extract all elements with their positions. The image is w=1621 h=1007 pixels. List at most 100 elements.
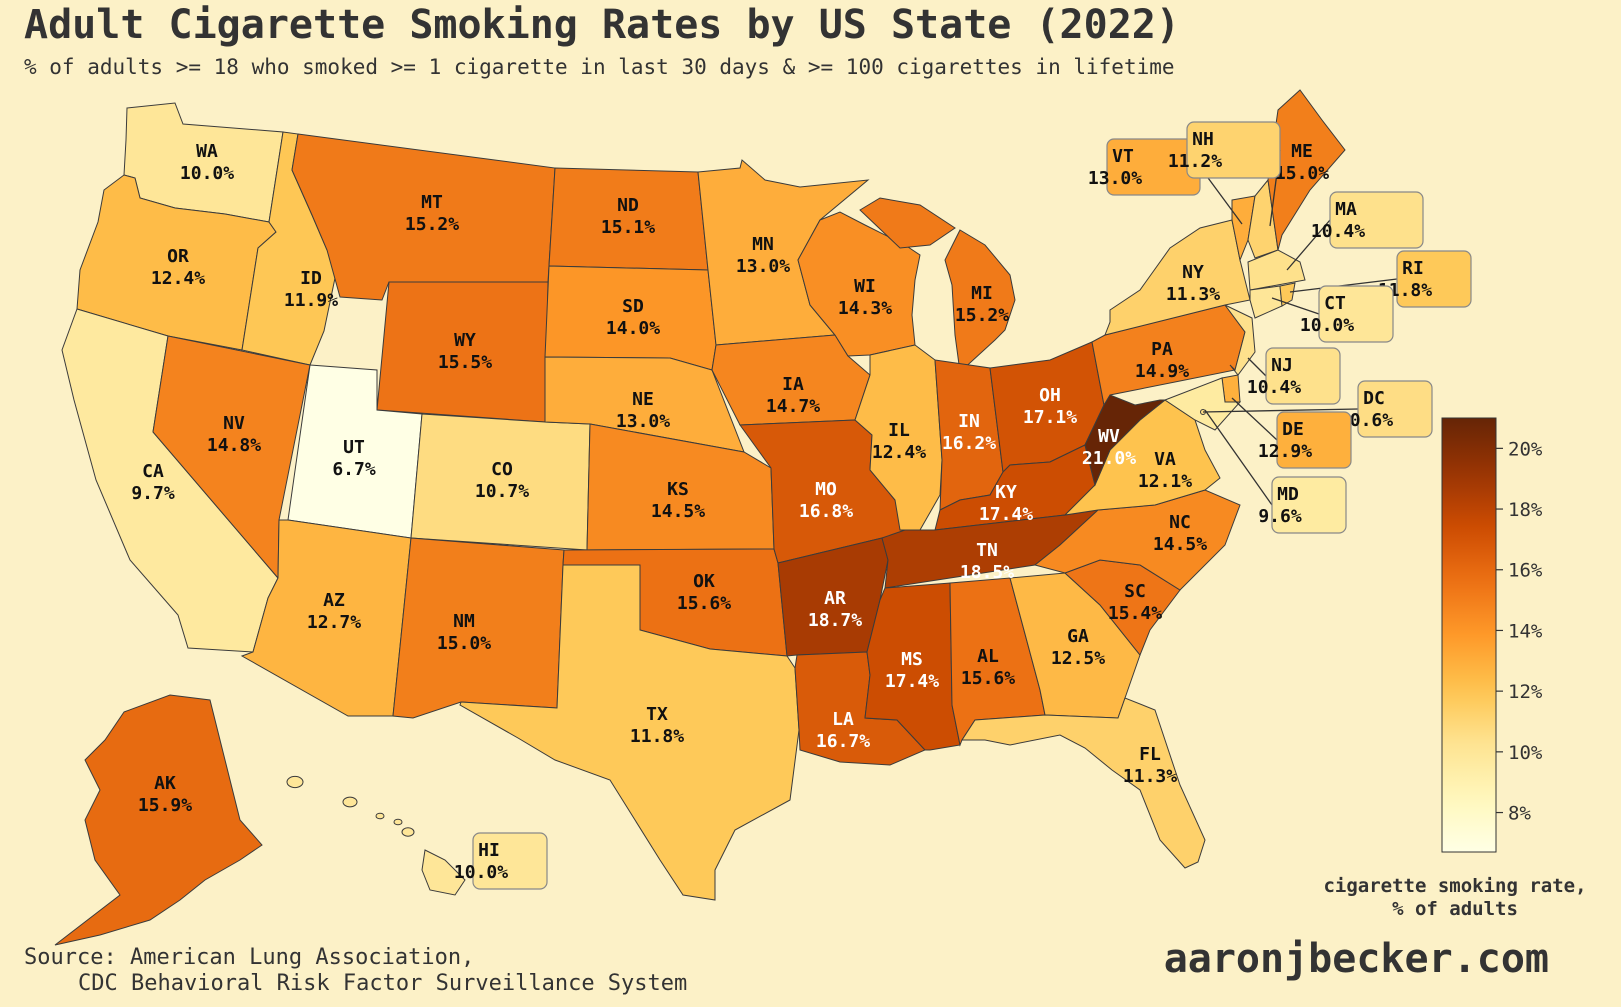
callout-box-nh bbox=[1186, 121, 1281, 179]
callout-box-dc bbox=[1357, 380, 1433, 438]
state-rate-ny: 11.3% bbox=[1166, 284, 1220, 305]
state-rate-tx: 11.8% bbox=[630, 726, 684, 747]
leader-line-md bbox=[1204, 409, 1273, 506]
state-rate-ma: 10.4% bbox=[1311, 221, 1365, 242]
state-rate-va: 12.1% bbox=[1138, 471, 1192, 492]
state-abbr-ga: GA bbox=[1067, 626, 1089, 647]
state-rate-mn: 13.0% bbox=[736, 256, 790, 277]
colorbar-tick-label: 8% bbox=[1508, 803, 1531, 825]
state-rate-md: 9.6% bbox=[1258, 506, 1302, 527]
state-abbr-ri: RI bbox=[1402, 258, 1424, 279]
state-abbr-ct: CT bbox=[1324, 293, 1346, 314]
state-abbr-ok: OK bbox=[693, 571, 715, 592]
state-rate-wi: 14.3% bbox=[838, 298, 892, 319]
state-shape-hi-island-2 bbox=[342, 796, 358, 808]
state-shape-nm bbox=[392, 537, 565, 719]
state-rate-ia: 14.7% bbox=[766, 396, 820, 417]
state-rate-mt: 15.2% bbox=[405, 214, 459, 235]
state-rate-ky: 17.4% bbox=[979, 504, 1033, 525]
state-abbr-ne: NE bbox=[632, 389, 654, 410]
state-abbr-ar: AR bbox=[824, 588, 846, 609]
state-rate-ok: 15.6% bbox=[677, 593, 731, 614]
state-shape-tx bbox=[459, 564, 800, 901]
state-rate-dc: 10.6% bbox=[1339, 410, 1393, 431]
state-abbr-in: IN bbox=[958, 411, 980, 432]
state-rate-nj: 10.4% bbox=[1247, 377, 1301, 398]
state-rate-ks: 14.5% bbox=[651, 501, 705, 522]
state-shape-ma bbox=[1247, 249, 1306, 291]
colorbar-tick-label: 16% bbox=[1508, 560, 1543, 582]
state-abbr-il: IL bbox=[888, 420, 910, 441]
state-abbr-de: DE bbox=[1282, 419, 1304, 440]
state-abbr-nv: NV bbox=[223, 413, 245, 434]
state-rate-hi: 10.0% bbox=[454, 862, 508, 883]
state-rate-fl: 11.3% bbox=[1123, 766, 1177, 787]
state-abbr-tx: TX bbox=[646, 704, 668, 725]
state-rate-mo: 16.8% bbox=[799, 501, 853, 522]
state-abbr-ia: IA bbox=[782, 374, 804, 395]
state-abbr-sd: SD bbox=[622, 296, 644, 317]
state-abbr-nd: ND bbox=[617, 195, 639, 216]
state-rate-in: 16.2% bbox=[942, 433, 996, 454]
state-rate-nc: 14.5% bbox=[1153, 534, 1207, 555]
colorbar-tick-label: 18% bbox=[1508, 499, 1543, 521]
state-shapes bbox=[54, 89, 1346, 946]
state-abbr-mt: MT bbox=[421, 192, 443, 213]
leader-line-nj bbox=[1247, 357, 1267, 377]
colorbar-tick-label: 20% bbox=[1508, 438, 1543, 460]
state-rate-ar: 18.7% bbox=[808, 610, 862, 631]
callout-box-de bbox=[1276, 411, 1352, 469]
colorbar-label: cigarette smoking rate, % of adults bbox=[1300, 875, 1610, 921]
state-abbr-dc: DC bbox=[1363, 388, 1385, 409]
state-shape-fl bbox=[961, 697, 1206, 869]
state-shape-hi-island-5 bbox=[401, 827, 415, 837]
state-shape-hi-island-4 bbox=[393, 818, 403, 826]
state-rate-al: 15.6% bbox=[961, 668, 1015, 689]
chart-subtitle: % of adults >= 18 who smoked >= 1 cigare… bbox=[24, 55, 1175, 79]
state-abbr-md: MD bbox=[1277, 484, 1299, 505]
state-rate-oh: 17.1% bbox=[1023, 407, 1077, 428]
colorbar-tick-label: 12% bbox=[1508, 681, 1543, 703]
state-abbr-wi: WI bbox=[854, 276, 876, 297]
state-rate-sc: 15.4% bbox=[1108, 603, 1162, 624]
colorbar-label-line2: % of adults bbox=[1392, 898, 1518, 920]
state-rate-ga: 12.5% bbox=[1051, 648, 1105, 669]
state-rate-pa: 14.9% bbox=[1135, 361, 1189, 382]
state-rate-or: 12.4% bbox=[151, 268, 205, 289]
state-rate-wy: 15.5% bbox=[438, 352, 492, 373]
state-abbr-oh: OH bbox=[1039, 385, 1061, 406]
state-rate-vt: 13.0% bbox=[1088, 168, 1142, 189]
state-shape-mi bbox=[944, 229, 1016, 374]
state-rate-ms: 17.4% bbox=[885, 671, 939, 692]
colorbar-label-line1: cigarette smoking rate, bbox=[1323, 875, 1587, 897]
state-abbr-wa: WA bbox=[196, 141, 218, 162]
state-abbr-mn: MN bbox=[752, 234, 774, 255]
callout-box-md bbox=[1271, 476, 1347, 534]
state-rate-az: 12.7% bbox=[307, 612, 361, 633]
state-rate-ct: 10.0% bbox=[1300, 315, 1354, 336]
state-abbr-vt: VT bbox=[1112, 146, 1134, 167]
state-shape-hi-island-1 bbox=[286, 775, 304, 789]
leader-line-de bbox=[1231, 397, 1278, 441]
state-abbr-ak: AK bbox=[154, 773, 176, 794]
chart-title: Adult Cigarette Smoking Rates by US Stat… bbox=[24, 2, 1180, 48]
state-shape-mi-peninsula bbox=[859, 197, 956, 249]
state-abbr-fl: FL bbox=[1139, 744, 1161, 765]
state-abbr-nm: NM bbox=[453, 611, 475, 632]
state-abbr-or: OR bbox=[167, 246, 189, 267]
state-abbr-va: VA bbox=[1154, 449, 1176, 470]
state-abbr-la: LA bbox=[832, 709, 854, 730]
state-abbr-tn: TN bbox=[976, 540, 998, 561]
state-shape-nc bbox=[1033, 489, 1241, 591]
state-rate-ut: 6.7% bbox=[332, 459, 376, 480]
callout-box-hi bbox=[472, 832, 548, 890]
source-line-1: Source: American Lung Association, bbox=[24, 945, 475, 970]
colorbar: 8% 10% 12% 14% 16% 18% 20% bbox=[1441, 417, 1543, 853]
state-abbr-id: ID bbox=[300, 268, 322, 289]
colorbar-gradient bbox=[1441, 417, 1497, 853]
state-abbr-ms: MS bbox=[901, 649, 923, 670]
state-abbr-mo: MO bbox=[815, 479, 837, 500]
state-rate-la: 16.7% bbox=[816, 731, 870, 752]
state-abbr-ma: MA bbox=[1335, 199, 1357, 220]
callout-box-ma bbox=[1329, 191, 1424, 249]
